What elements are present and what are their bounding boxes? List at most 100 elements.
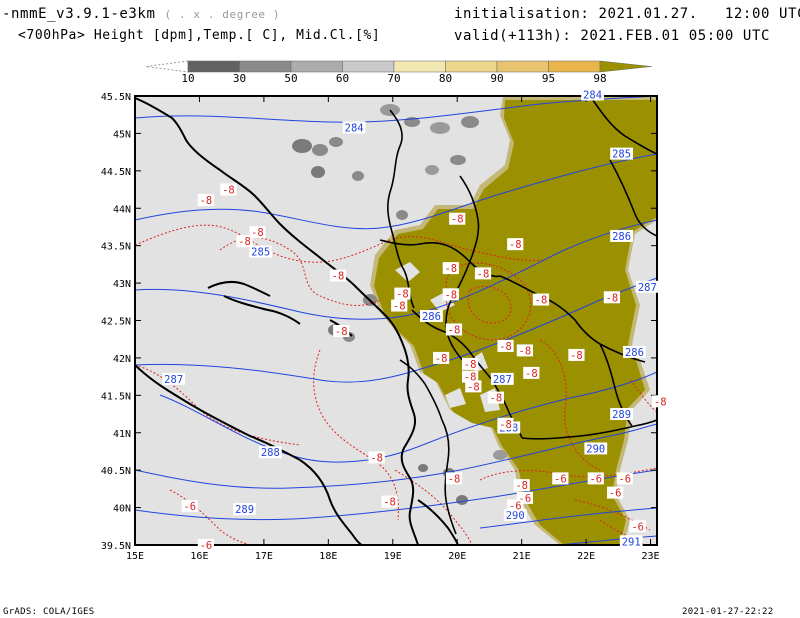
temp-contour-label-bg: [603, 291, 620, 304]
lat-label: 44.5N: [101, 167, 131, 178]
temp-contour-label-bg: [532, 293, 550, 306]
lat-label: 41N: [113, 429, 131, 440]
height-contour-label: 286: [612, 231, 631, 243]
colorbar-label: 70: [387, 72, 400, 85]
colorbar-label: 60: [336, 72, 349, 85]
temp-contour-label-bg: [513, 479, 530, 492]
temp-contour-label-bg: [587, 472, 604, 485]
temp-contour-label-bg: [616, 472, 633, 485]
temp-contour-label-bg: [487, 391, 504, 404]
temp-contour-label-bg: [462, 357, 479, 370]
height-contour-label-bg: [610, 229, 633, 242]
height-contour-label: 286: [422, 311, 441, 323]
temp-contour-label-bg: [497, 339, 514, 352]
height-contour-label-bg: [490, 372, 514, 385]
lat-label: 42N: [113, 354, 131, 365]
coastlines: [135, 97, 459, 545]
temp-contour-label-bg: [197, 194, 214, 207]
temp-contour-label: -8: [448, 473, 461, 485]
temp-contour-label-bg: [381, 495, 398, 508]
temp-contour-label: -8: [509, 239, 522, 251]
temp-contour-label: -8: [383, 497, 396, 509]
valid-time: valid(+113h): 2021.FEB.01 05:00 UTC: [454, 28, 771, 44]
colorbar-swatch: [445, 60, 498, 73]
temp-contour-label-bg: [507, 238, 524, 251]
temp-contour-label-bg: [607, 486, 624, 499]
init-time: initialisation: 2021.01.27. 12:00 UTC: [454, 6, 800, 22]
height-contour-label: 287: [638, 282, 657, 294]
model-title: -nmmE_v3.9.1-e3km ( . x . degree ): [2, 6, 281, 22]
colorbar-high-arrow: [599, 60, 652, 73]
temperature-contours: [135, 224, 657, 545]
contour-labels: 2842842852852862862872862872872892882882…: [162, 88, 669, 552]
height-contour-label: 285: [251, 247, 270, 259]
unit-note: ( . x . degree ): [164, 8, 281, 21]
colorbar-label: 98: [593, 72, 606, 85]
footer-credit: GrADS: COLA/IGES: [3, 607, 95, 617]
lon-label: 17E: [255, 551, 273, 562]
temp-contour-label-bg: [474, 267, 492, 280]
temp-contour-label: -8: [519, 345, 532, 357]
height-contour-label: 289: [612, 409, 631, 421]
temp-contour-label-bg: [465, 380, 482, 393]
temp-contour-label: -8: [393, 301, 406, 313]
height-contour-label: 290: [506, 510, 525, 522]
height-contour-label-bg: [258, 446, 282, 459]
height-contour-label-bg: [610, 408, 633, 421]
temp-contour-label-bg: [391, 299, 408, 312]
temp-contour-label: -6: [183, 501, 196, 513]
height-contour-label: 290: [586, 443, 605, 455]
temp-contour-label: -8: [654, 396, 667, 408]
colorbar-low-arrow: [145, 60, 189, 73]
temp-contour-label-bg: [629, 520, 646, 533]
lon-label: 22E: [577, 551, 595, 562]
temp-contour-label: -8: [444, 263, 457, 275]
temp-contour-label: -6: [509, 500, 522, 512]
lon-label: 18E: [319, 551, 337, 562]
height-contour-label: 291: [622, 536, 641, 548]
temp-contour-label: -8: [606, 292, 619, 304]
colorbar-legend: 10 30 50 60 70 80 90 95 98: [145, 60, 652, 85]
colorbar-swatch: [239, 60, 292, 73]
temp-contour-label: -8: [464, 359, 477, 371]
temp-contour-label: -8: [332, 271, 345, 283]
temp-contour-label: -8: [396, 289, 409, 301]
temp-contour-label: -8: [525, 368, 538, 380]
temp-contour-label: -8: [515, 480, 528, 492]
temp-contour-label: -6: [631, 521, 644, 533]
height-contour-label-bg: [610, 147, 633, 160]
lon-label: 20E: [448, 551, 466, 562]
height-contour-label-bg: [635, 280, 659, 293]
temp-contour-label: -8: [448, 324, 461, 336]
height-contour-label: 286: [625, 347, 644, 359]
height-contour-label: 287: [493, 374, 512, 386]
temp-contour-label-bg: [442, 288, 459, 301]
temp-contour-label-bg: [333, 324, 350, 337]
temp-contour-label: -8: [451, 214, 464, 226]
height-contour-label: 284: [345, 122, 364, 134]
height-contour-label: 288: [261, 447, 280, 459]
footer-timestamp: 2021-01-27-22:22: [682, 607, 774, 617]
temp-contour-label-bg: [445, 472, 463, 485]
temp-contour-label-bg: [516, 344, 533, 357]
height-contour-label-bg: [619, 535, 643, 548]
lon-label: 16E: [190, 551, 208, 562]
temp-contour-label-bg: [568, 348, 585, 361]
height-contour-label-bg: [584, 442, 608, 455]
temp-contour-label-bg: [329, 269, 347, 282]
lat-label: 40N: [113, 504, 131, 515]
temp-contour-label: -8: [570, 350, 583, 362]
height-contour-label: 287: [164, 374, 183, 386]
temp-contour-label: -6: [554, 473, 567, 485]
temp-contour-label-bg: [433, 351, 450, 364]
temp-contour-label: -8: [435, 353, 448, 365]
lat-label: 45.5N: [101, 92, 131, 103]
lon-label: 21E: [513, 551, 531, 562]
colorbar-swatch: [393, 60, 446, 73]
temp-contour-label: -8: [490, 393, 503, 405]
lat-label: 44N: [113, 204, 131, 215]
lat-label: 43.5N: [101, 242, 131, 253]
temp-contour-label: -8: [499, 419, 512, 431]
height-contour-label-bg: [503, 509, 527, 522]
temp-contour-label-bg: [507, 499, 524, 512]
